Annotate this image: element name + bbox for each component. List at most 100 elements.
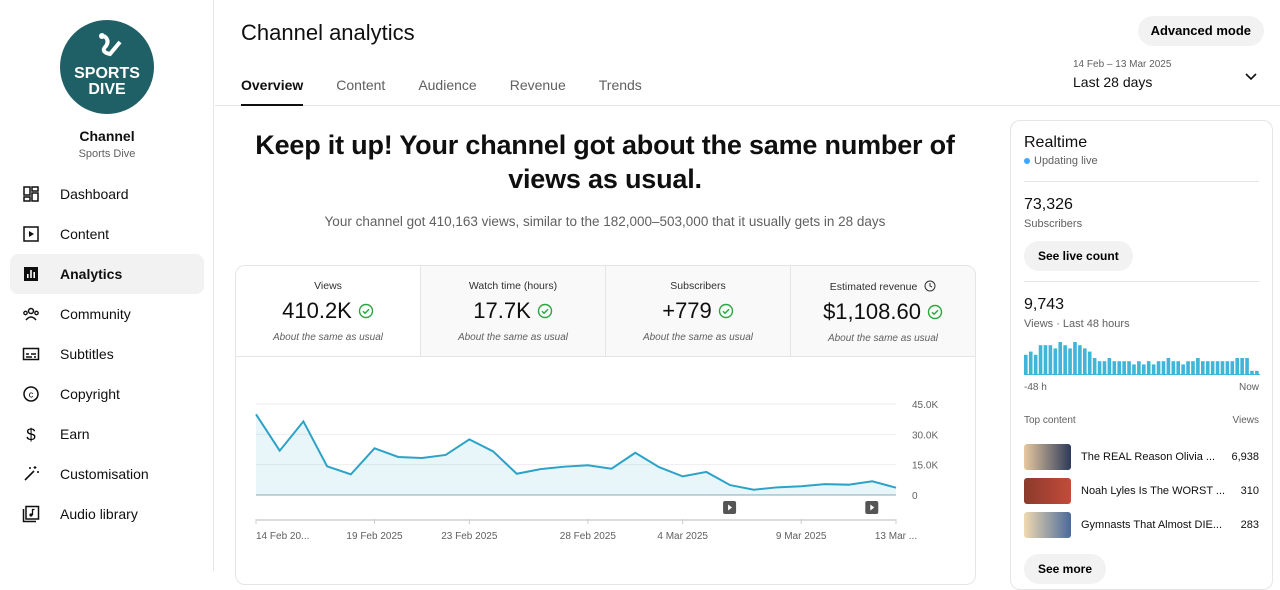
realtime-bar[interactable] (1053, 348, 1058, 374)
realtime-bar[interactable] (1063, 345, 1067, 374)
realtime-bar[interactable] (1186, 361, 1190, 374)
sidebar-item-copyright[interactable]: c Copyright (10, 374, 204, 414)
realtime-bar[interactable] (1058, 342, 1063, 374)
metric-card[interactable]: Views 410.2K About the same as usual (236, 266, 421, 356)
sidebar-item-audio-library[interactable]: Audio library (10, 494, 204, 534)
realtime-bar[interactable] (1097, 361, 1102, 374)
realtime-bar[interactable] (1225, 361, 1230, 374)
x-tick-label: 23 Feb 2025 (441, 531, 498, 542)
realtime-bar[interactable] (1205, 361, 1210, 374)
tab-revenue[interactable]: Revenue (509, 77, 566, 93)
sidebar-item-analytics[interactable]: Analytics (10, 254, 204, 294)
realtime-bar[interactable] (1028, 351, 1033, 374)
realtime-bar[interactable] (1142, 364, 1146, 374)
realtime-bar[interactable] (1107, 358, 1112, 374)
tab-content[interactable]: Content (336, 77, 386, 93)
realtime-bar[interactable] (1112, 361, 1117, 374)
realtime-bar[interactable] (1068, 348, 1072, 374)
channel-logo[interactable]: SPORTS DIVE (60, 20, 154, 114)
realtime-bar[interactable] (1215, 361, 1220, 374)
realtime-bar[interactable] (1073, 342, 1077, 374)
tab-overview[interactable]: Overview (241, 66, 304, 106)
sidebar-item-community[interactable]: Community (10, 294, 204, 334)
sidebar-item-earn[interactable]: $ Earn (10, 414, 204, 454)
realtime-bar[interactable] (1038, 345, 1043, 374)
realtime-bar[interactable] (1161, 361, 1166, 374)
chevron-down-icon[interactable] (1244, 70, 1258, 84)
realtime-bar[interactable] (1132, 364, 1136, 374)
realtime-bar[interactable] (1087, 351, 1092, 374)
top-content-item[interactable]: The REAL Reason Olivia ... 6,938 (1024, 443, 1259, 471)
realtime-bar[interactable] (1166, 358, 1171, 374)
realtime-bar[interactable] (1201, 361, 1205, 374)
realtime-bar[interactable] (1137, 361, 1141, 374)
realtime-bar[interactable] (1240, 358, 1244, 374)
top-content-item[interactable]: Noah Lyles Is The WORST ... 310 (1024, 477, 1259, 505)
clock-info-icon[interactable] (924, 280, 936, 292)
realtime-bar[interactable] (1117, 361, 1122, 374)
metric-card[interactable]: Estimated revenue $1,108.60 About the sam… (791, 266, 975, 356)
x-tick-label: 14 Feb 20... (256, 531, 309, 542)
realtime-bar[interactable] (1127, 361, 1131, 374)
top-content-label: Top content (1024, 415, 1076, 426)
header: Channel analytics Advanced mode Overview… (215, 0, 1280, 106)
sidebar-item-label: Earn (60, 426, 90, 442)
video-views: 6,938 (1231, 451, 1259, 463)
sidebar-item-label: Content (60, 226, 110, 242)
metric-card[interactable]: Watch time (hours) 17.7K About the same as… (421, 266, 606, 356)
metric-note: About the same as usual (272, 332, 384, 343)
x-tick-label: 9 Mar 2025 (776, 531, 827, 542)
realtime-bar[interactable] (1102, 361, 1107, 374)
realtime-bar[interactable] (1220, 361, 1225, 374)
see-live-count-button[interactable]: See live count (1024, 241, 1133, 271)
sidebar-item-customisation[interactable]: Customisation (10, 454, 204, 494)
tab-audience[interactable]: Audience (418, 77, 477, 93)
see-more-button[interactable]: See more (1024, 554, 1107, 584)
realtime-bar[interactable] (1146, 361, 1151, 374)
metric-value: 17.7K (421, 298, 605, 324)
realtime-bar[interactable] (1156, 361, 1161, 374)
realtime-status: Updating live (1024, 155, 1098, 167)
copyright-icon: c (23, 386, 39, 402)
realtime-bar[interactable] (1230, 361, 1235, 374)
summary-subline: Your channel got 410,163 views, similar … (324, 214, 886, 229)
sidebar-item-dashboard[interactable]: Dashboard (10, 174, 204, 214)
date-range[interactable]: 14 Feb – 13 Mar 2025 (1073, 59, 1172, 70)
realtime-bar[interactable] (1181, 364, 1185, 374)
realtime-bar[interactable] (1033, 354, 1038, 374)
realtime-bar[interactable] (1092, 358, 1097, 374)
realtime-bar[interactable] (1235, 358, 1240, 374)
realtime-bar[interactable] (1083, 348, 1087, 374)
realtime-bar[interactable] (1078, 345, 1082, 374)
realtime-bar[interactable] (1043, 345, 1048, 374)
realtime-bar[interactable] (1024, 354, 1028, 374)
metrics-row: Views 410.2K About the same as usual Watch … (236, 266, 975, 357)
realtime-bar[interactable] (1196, 358, 1200, 374)
realtime-bar[interactable] (1048, 345, 1053, 374)
realtime-bar[interactable] (1245, 358, 1249, 374)
realtime-bar[interactable] (1176, 361, 1181, 374)
advanced-mode-button[interactable]: Advanced mode (1137, 16, 1264, 46)
realtime-bar[interactable] (1255, 370, 1259, 374)
top-content-item[interactable]: Gymnasts That Almost DIE... 283 (1024, 511, 1259, 539)
realtime-bar[interactable] (1250, 370, 1254, 374)
date-range-label[interactable]: Last 28 days (1073, 74, 1153, 90)
realtime-bar[interactable] (1171, 361, 1176, 374)
sidebar-item-subtitles[interactable]: Subtitles (10, 334, 204, 374)
sidebar-item-label: Community (60, 306, 131, 322)
video-marker-icon[interactable] (865, 501, 879, 514)
sidebar-item-content[interactable]: Content (10, 214, 204, 254)
channel-title: Channel (79, 128, 135, 144)
realtime-bar[interactable] (1191, 361, 1195, 374)
sidebar-item-label: Analytics (60, 266, 123, 282)
realtime-bar[interactable] (1210, 361, 1215, 374)
metric-card[interactable]: Subscribers +779 About the same as usual (606, 266, 791, 356)
svg-text:$: $ (26, 425, 36, 443)
tab-trends[interactable]: Trends (598, 77, 642, 93)
check-circle-icon (537, 303, 552, 319)
video-marker-icon[interactable] (723, 501, 737, 514)
metric-label: Watch time (hours) (468, 280, 558, 292)
realtime-bar[interactable] (1122, 361, 1126, 374)
views-column-label: Views (1232, 415, 1260, 426)
realtime-bar[interactable] (1151, 364, 1156, 374)
